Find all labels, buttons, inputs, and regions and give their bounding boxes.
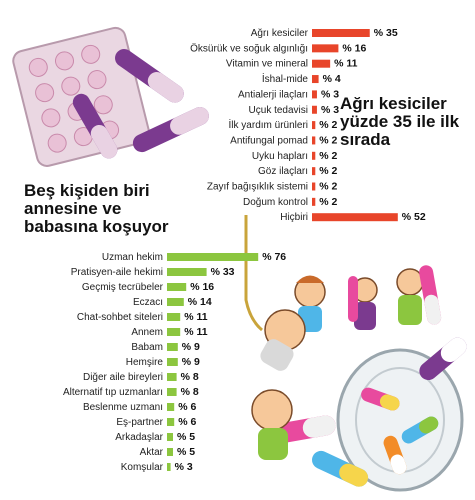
category-label: Diğer aile bireyleri [83,372,163,383]
value-label: % 9 [182,341,200,353]
capsules-illustration [72,49,209,159]
value-label: % 6 [178,416,196,428]
value-label: % 35 [374,27,398,39]
value-label: % 3 [321,104,339,116]
top-chart-heading: Ağrı kesiciler yüzde 35 ile ilk sırada [340,94,460,149]
medicine-jar-illustration [270,337,467,492]
category-label: Pratisyen-aile hekimi [71,267,163,278]
cartoon-people-illustration [244,215,442,460]
bar [167,418,175,426]
category-label: Göz ilaçları [258,166,308,177]
category-label: Uçuk tedavisi [249,105,308,116]
value-label: % 16 [342,42,366,54]
category-label: Hiçbiri [280,212,308,223]
value-label: % 11 [184,311,208,323]
category-label: Komşular [121,462,164,473]
value-label: % 8 [181,371,199,383]
pill-blister-pack-illustration [12,26,209,167]
category-label: Geçmiş tecrübeler [82,282,164,293]
bar [167,343,178,351]
value-label: % 5 [177,446,195,458]
bottom-chart-heading: Beş kişiden biri annesine ve babasına ko… [24,181,169,236]
bar [312,75,319,84]
category-label: Doğum kontrol [243,197,308,208]
bar [312,121,316,130]
bar [312,136,316,145]
bar [167,448,173,456]
category-label: Vitamin ve mineral [226,59,308,70]
bar [312,105,317,114]
value-label: % 76 [262,251,286,263]
bar [312,59,331,68]
bar [167,328,181,336]
category-label: Annem [131,327,163,338]
category-label: Eczacı [133,297,163,308]
bar [312,151,316,160]
category-label: Arkadaşlar [115,432,163,443]
bar [167,313,181,321]
category-label: Aktar [140,447,164,458]
bar [167,463,171,471]
value-label: % 2 [319,119,337,131]
category-label: Hemşire [126,357,164,368]
value-label: % 2 [319,196,337,208]
value-label: % 11 [334,58,358,70]
category-label: Alternatif tıp uzmanları [63,387,163,398]
bar [167,403,175,411]
help-source-bar-chart: Uzman hekim % 76 Pratisyen-aile hekimi % 33… [63,251,286,473]
category-label: Babam [131,342,163,353]
value-label: % 5 [177,431,195,443]
category-label: Ağrı kesiciler [251,28,309,39]
category-label: Antifungal pomad [230,135,308,146]
category-label: Uzman hekim [102,252,163,263]
value-label: % 16 [190,281,214,293]
value-label: % 2 [319,181,337,193]
bar [312,167,316,176]
bar [167,283,187,291]
bar [312,29,370,37]
bar [167,388,177,396]
category-label: Eş-partner [116,417,163,428]
value-label: % 3 [321,88,339,100]
category-label: Antialerji ilaçları [238,89,308,100]
value-label: % 6 [178,401,196,413]
category-label: Beslenme uzmanı [83,402,163,413]
value-label: % 52 [402,211,426,223]
category-label: Chat-sohbet siteleri [77,312,163,323]
value-label: % 8 [181,386,199,398]
bar [312,90,317,99]
value-label: % 2 [319,134,337,146]
bar [167,373,177,381]
bar [312,197,316,206]
value-label: % 2 [319,150,337,162]
category-label: İlk yardım ürünleri [229,118,308,131]
bar [167,268,207,276]
value-label: % 2 [319,165,337,177]
value-label: % 9 [182,356,200,368]
category-label: Öksürük ve soğuk algınlığı [190,42,308,54]
value-label: % 4 [323,73,341,85]
category-label: İshal-mide [262,72,309,85]
value-label: % 11 [184,326,208,338]
bar [167,253,259,261]
value-label: % 14 [188,296,212,308]
bar [312,213,398,222]
category-label: Uyku hapları [252,151,308,162]
bar [167,358,178,366]
painkiller-bar-chart: Ağrı kesiciler % 35 Öksürük ve soğuk algın… [190,27,426,223]
value-label: % 33 [211,266,235,278]
category-label: Zayıf bağışıklık sistemi [207,182,308,193]
bar [312,182,316,191]
bar [312,44,339,53]
value-label: % 3 [175,461,193,473]
bar [167,433,173,441]
bar [167,298,184,306]
